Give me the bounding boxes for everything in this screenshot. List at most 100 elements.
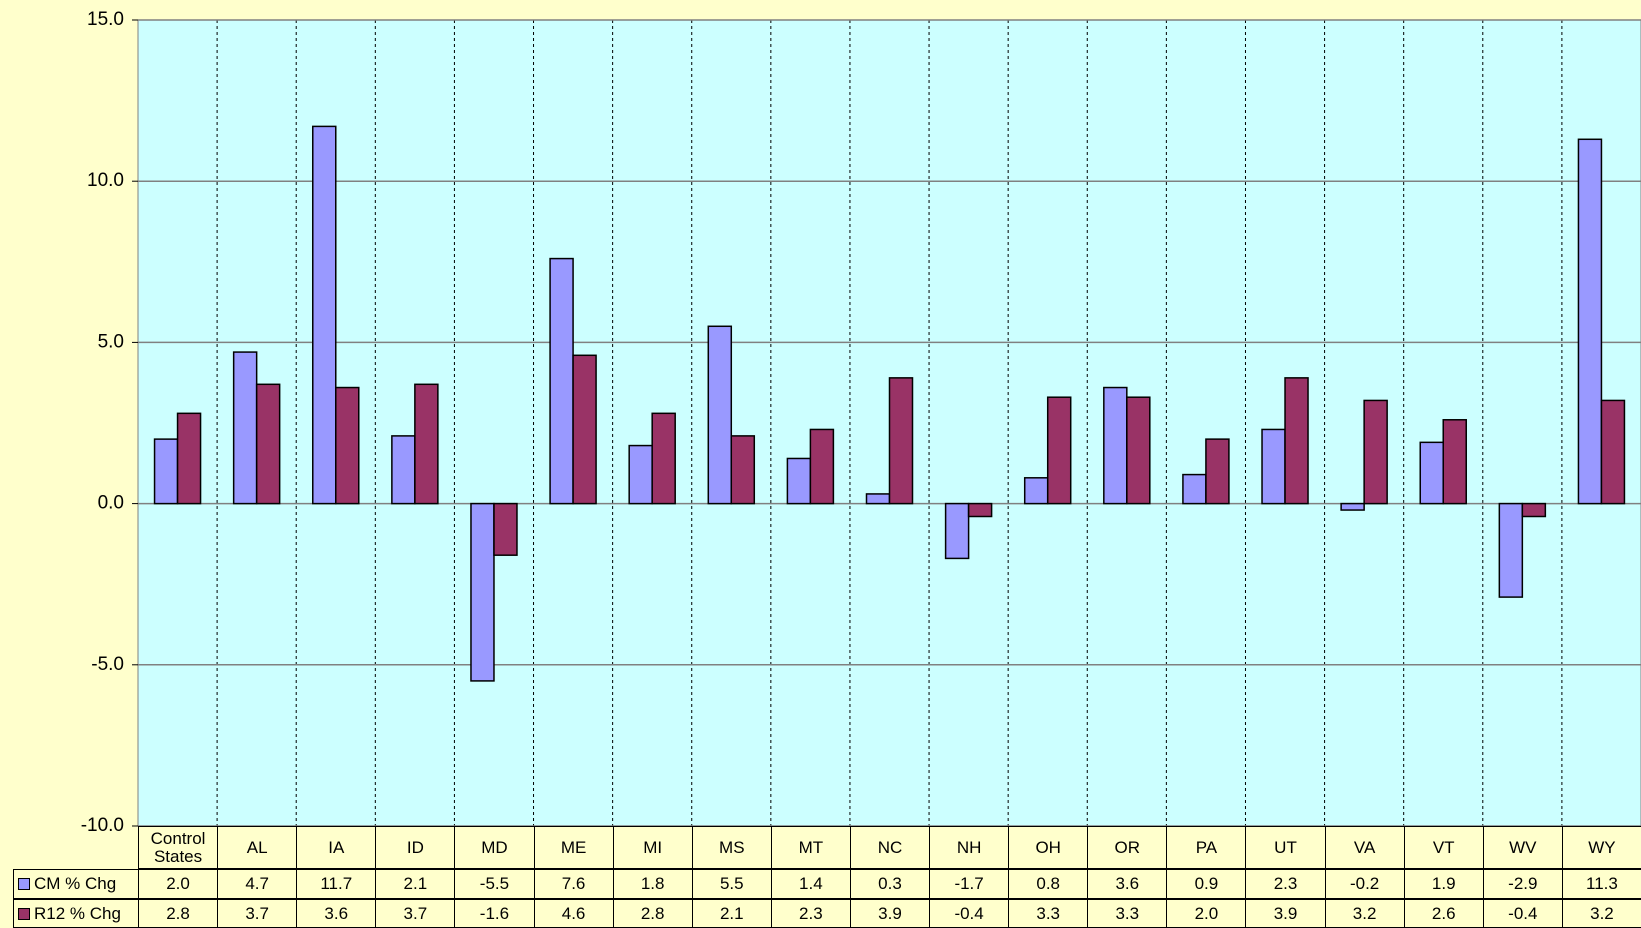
- value-label: 7.6: [533, 869, 614, 899]
- bar: [255, 383, 281, 505]
- value-label: -0.4: [1482, 899, 1563, 928]
- category-label: OH: [1008, 826, 1089, 869]
- bar: [1521, 502, 1547, 518]
- value-label: 3.7: [375, 899, 456, 928]
- bar: [153, 438, 179, 505]
- value-label: -1.6: [454, 899, 535, 928]
- value-label: 2.3: [1245, 869, 1326, 899]
- bar: [1419, 441, 1444, 505]
- category-label: PA: [1166, 826, 1247, 869]
- bar: [786, 457, 812, 505]
- value-label: 2.1: [691, 899, 772, 928]
- bar: [651, 412, 676, 505]
- bar: [312, 125, 337, 505]
- category-label: AL: [217, 826, 298, 869]
- bar: [865, 493, 891, 505]
- value-label: 2.1: [375, 869, 456, 899]
- category-label: ME: [533, 826, 614, 869]
- y-tick-label: 0.0: [98, 493, 124, 514]
- bar: [335, 386, 360, 505]
- bar: [888, 377, 914, 505]
- bar: [1126, 396, 1151, 505]
- value-label: -5.5: [454, 869, 535, 899]
- bar: [1600, 399, 1626, 505]
- value-label: 0.8: [1008, 869, 1089, 899]
- value-label: 1.4: [770, 869, 851, 899]
- bar: [1577, 138, 1603, 505]
- value-label: 3.2: [1324, 899, 1405, 928]
- value-label: 3.9: [1245, 899, 1326, 928]
- value-label: 2.8: [138, 899, 219, 928]
- value-label: 1.9: [1403, 869, 1484, 899]
- category-label: VA: [1324, 826, 1405, 869]
- value-label: 11.7: [296, 869, 377, 899]
- category-label: VT: [1403, 826, 1484, 869]
- value-label: 1.8: [612, 869, 693, 899]
- category-label: NH: [929, 826, 1010, 869]
- bar: [944, 502, 970, 560]
- category-label: MI: [612, 826, 693, 869]
- value-label: 2.3: [770, 899, 851, 928]
- value-label: 3.7: [217, 899, 298, 928]
- legend-label: CM % Chg: [34, 874, 117, 894]
- value-label: 2.0: [1166, 899, 1247, 928]
- bar: [572, 354, 597, 505]
- value-label: 3.3: [1008, 899, 1089, 928]
- category-label: WY: [1561, 826, 1641, 869]
- y-tick-label: 15.0: [87, 9, 124, 30]
- y-tick-label: -10.0: [81, 815, 124, 836]
- y-tick-label: 10.0: [87, 170, 124, 191]
- bar: [493, 502, 518, 556]
- value-label: 2.8: [612, 899, 693, 928]
- bar: [1498, 502, 1524, 598]
- bar: [1363, 399, 1388, 505]
- legend-swatch: [18, 907, 30, 920]
- value-label: 4.6: [533, 899, 614, 928]
- bar: [549, 257, 574, 505]
- bar: [176, 412, 202, 505]
- bar: [730, 435, 756, 505]
- bar: [470, 502, 495, 682]
- bar: [809, 428, 835, 505]
- category-label: ID: [375, 826, 456, 869]
- bar: [1023, 477, 1049, 505]
- category-label: NC: [849, 826, 931, 869]
- category-label: MS: [691, 826, 772, 869]
- value-label: -2.9: [1482, 869, 1563, 899]
- value-label: 3.6: [1087, 869, 1168, 899]
- bar: [1205, 438, 1230, 505]
- category-label: UT: [1245, 826, 1326, 869]
- bar: [1261, 428, 1286, 505]
- bar: [232, 351, 258, 505]
- bar: [1442, 419, 1467, 505]
- value-label: 5.5: [691, 869, 772, 899]
- value-label: 0.3: [849, 869, 931, 899]
- category-label: MD: [454, 826, 535, 869]
- value-label: 2.6: [1403, 899, 1484, 928]
- category-label: WV: [1482, 826, 1563, 869]
- bar: [707, 325, 733, 505]
- legend-swatch: [18, 878, 30, 890]
- bar: [1340, 502, 1365, 511]
- value-label: 3.6: [296, 899, 377, 928]
- value-label: -0.2: [1324, 869, 1405, 899]
- y-tick-label: 5.0: [98, 331, 124, 352]
- value-label: 2.0: [138, 869, 219, 899]
- value-label: -0.4: [929, 899, 1010, 928]
- category-label: OR: [1087, 826, 1168, 869]
- value-label: 4.7: [217, 869, 298, 899]
- bar: [1103, 386, 1128, 505]
- legend-label: R12 % Chg: [34, 903, 121, 923]
- bar: [391, 435, 416, 505]
- bar: [1284, 377, 1309, 505]
- bar: [967, 502, 993, 518]
- y-tick-label: -5.0: [91, 654, 124, 675]
- legend-entry: R12 % Chg: [13, 899, 139, 928]
- value-label: 3.3: [1087, 899, 1168, 928]
- category-label: Control States: [138, 826, 219, 869]
- value-label: 11.3: [1561, 869, 1641, 899]
- bar: [1046, 396, 1072, 505]
- value-label: 3.2: [1561, 899, 1641, 928]
